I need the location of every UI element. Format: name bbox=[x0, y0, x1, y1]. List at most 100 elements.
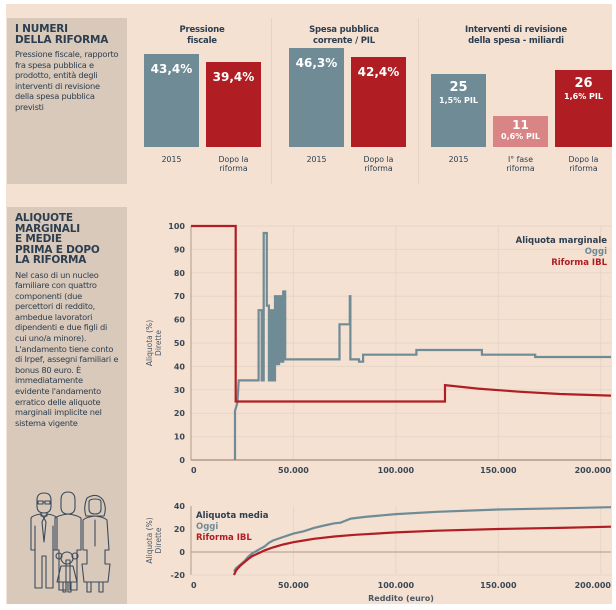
x-tick-label: 50.000 bbox=[278, 581, 309, 590]
y-tick-label: 0 bbox=[179, 456, 185, 465]
bar-sublabel: 1,6% PIL bbox=[564, 92, 603, 101]
legend-title: Aliquota marginale bbox=[516, 236, 608, 246]
bar-value: 26 bbox=[574, 76, 593, 91]
legend-item: Oggi bbox=[585, 247, 607, 257]
y-tick-label: 90 bbox=[174, 245, 186, 254]
panel-title-line: Pressione bbox=[179, 25, 225, 35]
section2-sidebar: ALIQUOTE MARGINALI E MEDIE PRIMA E DOPO … bbox=[7, 207, 127, 604]
section2-title-line: MARGINALI bbox=[15, 222, 80, 235]
y-tick-label: 40 bbox=[174, 502, 186, 511]
section1-description: Pressione fiscale, rapporto fra spesa pu… bbox=[15, 49, 119, 112]
y-tick-label: 20 bbox=[174, 525, 186, 534]
bar-2015: 43,4% bbox=[144, 54, 199, 147]
bar-dopo-riforma: 26 1,6% PIL bbox=[555, 70, 612, 147]
x-tick-label: 150.000 bbox=[480, 581, 517, 590]
x-axis-label: Reddito (euro) bbox=[368, 594, 434, 603]
y-axis-label-line: Aliquota (%) bbox=[145, 517, 154, 563]
mother-figure bbox=[81, 494, 111, 593]
x-tick-label: 0 bbox=[191, 466, 197, 475]
bar-value: 11 bbox=[512, 118, 529, 132]
bar-label-line: Dopo la bbox=[218, 155, 249, 164]
y-tick-label: 10 bbox=[174, 433, 186, 442]
bar-dopo-riforma: 39,4% bbox=[206, 62, 261, 147]
bar-label: 2015 bbox=[306, 155, 327, 164]
x-tick-label: 100.000 bbox=[378, 466, 415, 475]
family-icon bbox=[30, 491, 111, 593]
father-figure bbox=[30, 492, 58, 589]
divider bbox=[418, 18, 419, 184]
x-tick-label: 0 bbox=[191, 581, 197, 590]
section2-title-line: PRIMA E DOPO bbox=[15, 243, 100, 256]
legend-item: Oggi bbox=[196, 522, 218, 532]
section2-title-line: LA RIFORMA bbox=[15, 254, 87, 266]
bar-value: 39,4% bbox=[212, 70, 255, 84]
bar-value: 43,4% bbox=[150, 62, 193, 76]
panel-title: Interventi di revisione della spesa - mi… bbox=[431, 25, 601, 47]
bar-dopo-riforma: 42,4% bbox=[351, 57, 406, 147]
bar-fase1-riforma: 11 0,6% PIL bbox=[493, 116, 548, 147]
y-tick-label: 0 bbox=[179, 548, 185, 557]
bar-label: Dopo la riforma bbox=[555, 155, 612, 173]
y-tick-label: 60 bbox=[174, 316, 186, 325]
bar-label: Dopo la riforma bbox=[206, 155, 261, 173]
bar-sublabel: 0,6% PIL bbox=[501, 132, 540, 141]
legend-title: Aliquota media bbox=[196, 511, 269, 521]
bar-label-line: riforma bbox=[506, 164, 535, 173]
panel-title: Spesa pubblica corrente / PIL bbox=[284, 25, 404, 47]
legend-item: Riforma IBL bbox=[551, 258, 607, 268]
section2-title: ALIQUOTE MARGINALI E MEDIE PRIMA E DOPO … bbox=[15, 213, 119, 266]
bar-label: I° fase riforma bbox=[493, 155, 548, 173]
y-axis-label-line: Dirette bbox=[154, 527, 163, 553]
child-figure bbox=[55, 551, 79, 593]
x-tick-label: 150.000 bbox=[480, 466, 517, 475]
bar-value: 46,3% bbox=[295, 56, 338, 70]
series-line-oggi bbox=[233, 506, 612, 573]
panel-title-line: della spesa - miliardi bbox=[468, 36, 564, 46]
bar-label-line: I° fase bbox=[507, 155, 534, 164]
y-tick-label: 50 bbox=[174, 339, 186, 348]
bar-label-line: Dopo la bbox=[363, 155, 394, 164]
y-axis-label-line: Aliquota (%) bbox=[145, 320, 154, 366]
x-tick-label: 50.000 bbox=[278, 466, 309, 475]
y-tick-label: -20 bbox=[171, 571, 186, 580]
y-tick-label: 100 bbox=[168, 222, 185, 231]
bar-value: 25 bbox=[449, 80, 468, 95]
bar-label: 2015 bbox=[448, 155, 469, 164]
marginal-rate-chart: 0 10 20 30 40 50 60 70 80 90 100 0 50.000 100.000 150.… bbox=[145, 222, 612, 475]
y-tick-label: 80 bbox=[174, 269, 186, 278]
section1-sidebar: I NUMERI DELLA RIFORMA Pressione fiscale… bbox=[7, 18, 127, 184]
x-tick-label: 200.000 bbox=[575, 581, 612, 590]
average-rate-chart: -20 0 20 40 0 50.000 100.000 150.000 200.000 Redd… bbox=[145, 502, 612, 603]
section1-title: I NUMERI DELLA RIFORMA bbox=[15, 24, 119, 45]
series-line-riforma-ibl bbox=[232, 525, 612, 576]
y-tick-label: 40 bbox=[174, 362, 186, 371]
section1-title-line: DELLA RIFORMA bbox=[15, 33, 109, 46]
legend-item: Riforma IBL bbox=[196, 533, 252, 543]
bar-2015: 46,3% bbox=[289, 48, 344, 147]
bar-sublabel: 1,5% PIL bbox=[439, 96, 478, 105]
bar-value: 42,4% bbox=[357, 65, 400, 79]
x-tick-label: 200.000 bbox=[575, 466, 612, 475]
bar-label-line: riforma bbox=[364, 164, 393, 173]
y-tick-label: 70 bbox=[174, 292, 186, 301]
panel-title-line: Spesa pubblica bbox=[309, 25, 379, 35]
infographic: I NUMERI DELLA RIFORMA Pressione fiscale… bbox=[6, 4, 612, 604]
section2-title-line: ALIQUOTE bbox=[15, 212, 73, 224]
bar-label: 2015 bbox=[161, 155, 182, 164]
y-axis-label: Aliquota (%)Dirette bbox=[145, 320, 163, 366]
y-tick-label: 20 bbox=[174, 409, 186, 418]
bar-2015: 25 1,5% PIL bbox=[431, 74, 486, 147]
panel-title-line: corrente / PIL bbox=[313, 36, 375, 46]
series-line-riforma-ibl bbox=[191, 224, 612, 403]
bar-label-line: riforma bbox=[569, 164, 598, 173]
section2-title-line: E MEDIE bbox=[15, 233, 62, 245]
bar-label-line: Dopo la bbox=[568, 155, 599, 164]
section2-description: Nel caso di un nucleo familiare con quat… bbox=[15, 269, 119, 428]
section1-title-line: I NUMERI bbox=[15, 23, 68, 35]
divider bbox=[271, 18, 272, 184]
man-figure bbox=[54, 491, 82, 591]
series-line-oggi bbox=[233, 231, 611, 460]
y-axis-label: Aliquota (%)Dirette bbox=[145, 517, 163, 563]
y-tick-label: 30 bbox=[174, 386, 186, 395]
panel-title-line: fiscale bbox=[187, 36, 217, 46]
